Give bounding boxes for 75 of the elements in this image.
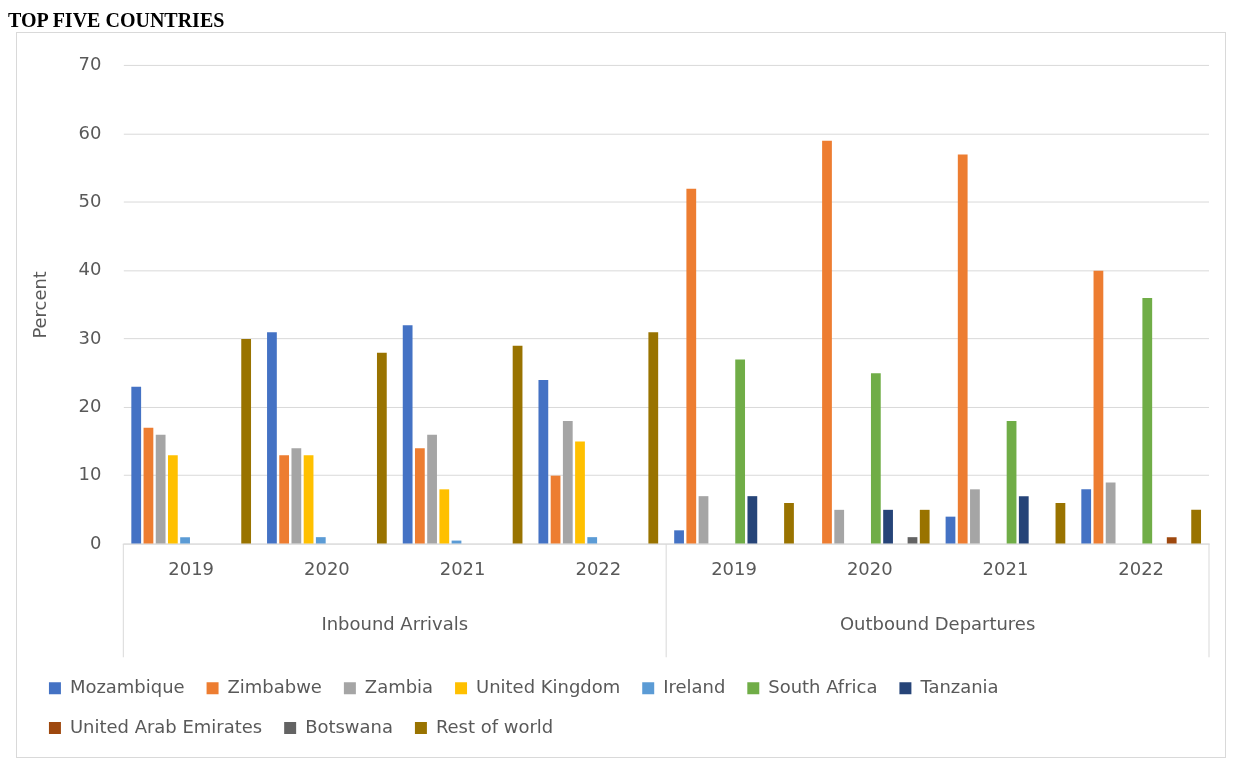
legend-label: South Africa bbox=[768, 675, 878, 697]
bar bbox=[131, 386, 142, 544]
bar bbox=[1055, 502, 1066, 544]
bar bbox=[427, 434, 437, 544]
bar bbox=[1093, 270, 1104, 544]
legend-label: Ireland bbox=[663, 675, 726, 697]
bar bbox=[241, 339, 252, 544]
bar bbox=[1191, 509, 1202, 544]
bar bbox=[143, 427, 154, 544]
bar bbox=[698, 496, 709, 544]
x-tick-label: 2021 bbox=[982, 558, 1029, 580]
y-tick-label: 10 bbox=[78, 463, 102, 485]
bar bbox=[414, 448, 425, 544]
bar bbox=[1018, 496, 1029, 544]
bar bbox=[1081, 489, 1092, 544]
bar bbox=[376, 352, 387, 544]
bar bbox=[970, 489, 980, 544]
bar bbox=[291, 448, 302, 544]
bar bbox=[439, 489, 450, 544]
chart-title: TOP FIVE COUNTRIES bbox=[8, 8, 226, 32]
x-tick-label: 2020 bbox=[304, 558, 350, 580]
bar bbox=[587, 537, 598, 544]
legend-label: Zambia bbox=[364, 675, 434, 697]
bar bbox=[550, 475, 561, 544]
bar bbox=[648, 332, 659, 544]
bar bbox=[957, 154, 968, 544]
y-tick-label: 50 bbox=[78, 190, 102, 212]
bar bbox=[919, 509, 930, 544]
bar bbox=[562, 421, 573, 544]
bar bbox=[267, 332, 277, 544]
text: Inbound Arrivals bbox=[321, 613, 469, 635]
y-tick-label: 30 bbox=[78, 326, 102, 348]
bar bbox=[279, 455, 290, 544]
bar bbox=[674, 530, 684, 544]
legend-label: Mozambique bbox=[69, 675, 185, 697]
bar bbox=[1166, 537, 1177, 544]
y-axis-title: Percent bbox=[29, 271, 51, 339]
bar bbox=[402, 325, 413, 544]
legend-label: United Kingdom bbox=[476, 675, 621, 697]
y-tick-label: 40 bbox=[78, 258, 102, 280]
legend-label: Rest of world bbox=[435, 715, 554, 737]
bar bbox=[686, 188, 697, 544]
x-tick-label: 2021 bbox=[439, 558, 486, 580]
bar bbox=[1006, 421, 1017, 544]
bar bbox=[575, 441, 585, 544]
x-tick-label: 2019 bbox=[168, 558, 215, 580]
legend-label: Botswana bbox=[305, 715, 393, 737]
x-tick-label: 2022 bbox=[1118, 558, 1165, 580]
bar bbox=[303, 455, 314, 544]
bar bbox=[1142, 298, 1153, 544]
legend-label: Zimbabwe bbox=[227, 675, 322, 697]
bar bbox=[180, 537, 190, 544]
bar bbox=[1105, 482, 1116, 544]
y-tick-label: 70 bbox=[78, 53, 102, 75]
y-tick-label: 0 bbox=[89, 531, 102, 553]
y-tick-label: 20 bbox=[78, 395, 102, 416]
bar bbox=[167, 455, 178, 544]
legend-label: United Arab Emirates bbox=[69, 715, 263, 737]
bar bbox=[834, 509, 845, 544]
legend-label: Tanzania bbox=[919, 675, 999, 697]
bar bbox=[538, 380, 549, 544]
bar bbox=[315, 537, 326, 544]
x-tick-label: 2022 bbox=[575, 558, 622, 580]
bar bbox=[747, 496, 758, 544]
bar bbox=[784, 502, 794, 544]
bar bbox=[155, 434, 166, 544]
bar bbox=[512, 345, 523, 544]
bar bbox=[870, 373, 881, 544]
bar bbox=[822, 140, 832, 544]
x-tick-label: 2020 bbox=[846, 558, 893, 580]
bar bbox=[883, 509, 893, 544]
text: Outbound Departures bbox=[839, 613, 1036, 635]
y-tick-label: 60 bbox=[78, 121, 102, 143]
x-tick-label: 2019 bbox=[711, 558, 757, 580]
bar bbox=[735, 359, 746, 544]
